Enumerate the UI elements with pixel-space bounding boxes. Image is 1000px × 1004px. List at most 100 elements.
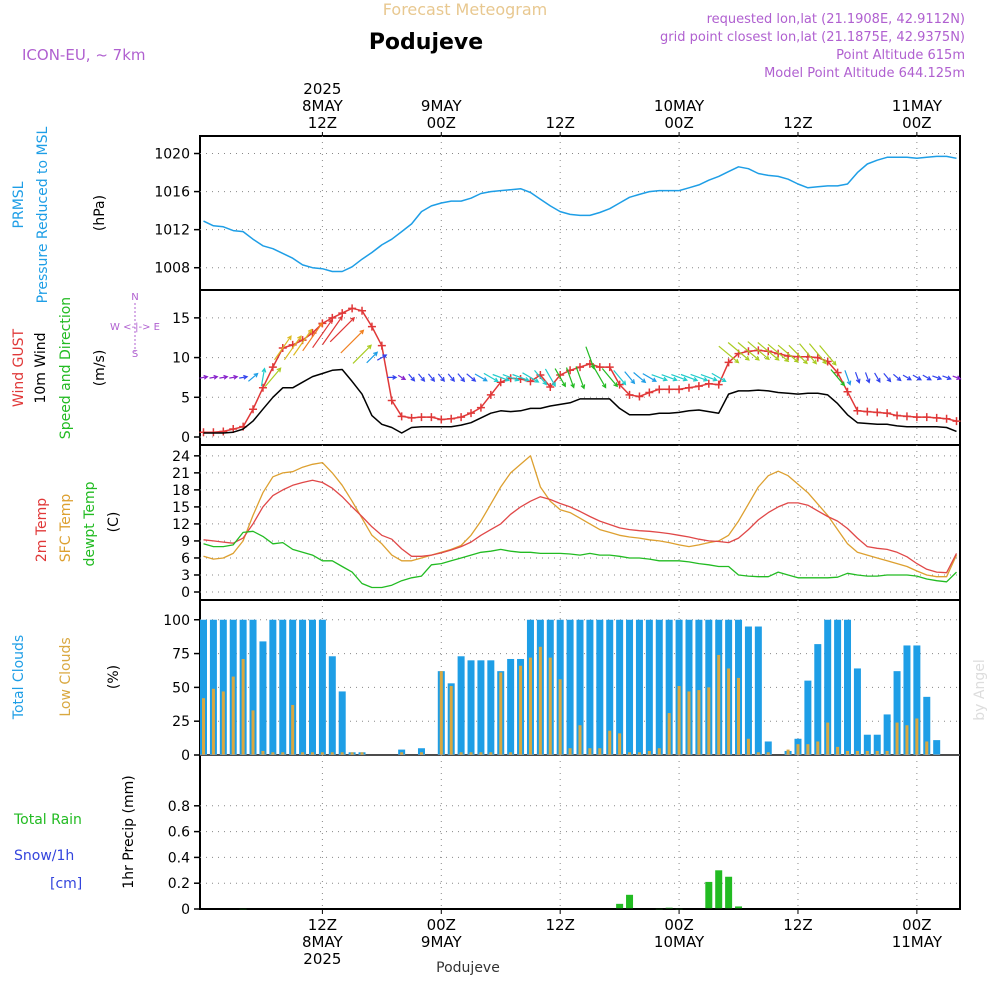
total-clouds-bar — [635, 619, 643, 755]
y-tick-label: 3 — [181, 568, 190, 584]
wind-direction-arrow — [883, 373, 892, 383]
wind-labels: Wind GUST 10m Wind Speed and Direction (… — [11, 292, 160, 439]
top-time-label: 2025 — [303, 80, 341, 98]
gust-marker — [377, 341, 386, 350]
total-clouds-bar — [477, 660, 485, 755]
gust-marker — [268, 363, 277, 372]
precip-labels: Total Rain Snow/1h [cm] 1hr Precip (mm) — [13, 775, 137, 892]
wind-gust-label: Wind GUST — [11, 328, 27, 407]
y-tick-label: 100 — [163, 613, 190, 629]
y-tick-label: 1012 — [154, 223, 190, 239]
low-clouds-bar — [340, 752, 344, 755]
wind-direction-arrow — [757, 342, 780, 361]
low-clouds-bar — [598, 748, 602, 755]
low-clouds-bar — [816, 741, 820, 755]
low-clouds-bar — [915, 718, 919, 755]
low-clouds-bar — [211, 688, 215, 755]
low-clouds-bar — [836, 746, 840, 755]
low-clouds-label: Low Clouds — [58, 637, 74, 716]
wind-direction-arrow — [651, 374, 668, 382]
low-clouds-bar — [628, 752, 632, 755]
wind-direction-arrow — [376, 354, 388, 361]
gust-marker — [457, 413, 466, 422]
gust-marker — [486, 390, 495, 399]
gust-marker — [863, 407, 872, 416]
credit-watermark: by Angel — [972, 659, 988, 720]
total-clouds-bar — [685, 619, 693, 755]
cloud-labels: Total Clouds Low Clouds (%) — [11, 635, 122, 720]
wind-direction-arrow — [544, 368, 556, 387]
point-altitude: Point Altitude 615m — [836, 48, 965, 63]
y-tick-label: 1020 — [154, 147, 190, 163]
gust-marker — [922, 413, 931, 422]
snow-label: Snow/1h — [14, 848, 74, 864]
gust-marker — [635, 392, 644, 401]
wind-direction-arrow — [633, 372, 647, 384]
wind-direction-arrow — [902, 374, 912, 381]
wind-direction-arrow — [352, 344, 372, 364]
y-tick-label: 15 — [172, 311, 190, 327]
y-tick-label: 6 — [181, 551, 190, 567]
low-clouds-bar — [608, 730, 612, 755]
gust-marker — [526, 377, 535, 386]
wind-direction-arrow — [893, 373, 902, 382]
wind-direction-arrow — [661, 374, 678, 382]
wind-direction-arrow — [565, 367, 575, 389]
gust-marker — [427, 413, 436, 422]
total-clouds-bar — [586, 619, 594, 755]
total-clouds-bar — [665, 619, 673, 755]
wind-direction-arrow — [502, 374, 520, 382]
low-clouds-bar — [846, 750, 850, 755]
rain-bar — [705, 881, 713, 909]
low-clouds-bar — [241, 658, 245, 755]
wind-direction-arrow — [219, 374, 229, 380]
low-clouds-bar — [439, 671, 443, 755]
wind-direction-arrow — [522, 372, 540, 383]
low-clouds-bar — [578, 725, 582, 755]
wind-direction-arrow — [680, 373, 699, 382]
pressure-labels: PRMSL Pressure Reduced to MSL (hPa) — [11, 126, 108, 303]
wind-direction-arrow — [642, 373, 657, 382]
wind-direction-arrow — [593, 367, 607, 389]
total-clouds-bar — [289, 619, 297, 755]
wind-speed-dir-label: Speed and Direction — [58, 297, 74, 439]
footer-location: Podujeve — [436, 960, 500, 976]
wind-direction-arrow — [711, 372, 727, 383]
gust-marker — [912, 413, 921, 422]
gust-marker — [437, 415, 446, 424]
gust-marker — [258, 383, 267, 392]
panel-frame-2 — [199, 444, 961, 601]
wind-direction-arrow — [512, 373, 530, 382]
model-altitude: Model Point Altitude 644.125m — [764, 66, 965, 81]
gust-marker — [724, 358, 733, 367]
low-clouds-bar — [528, 657, 532, 755]
wind-direction-arrow — [952, 375, 962, 380]
low-clouds-bar — [618, 733, 622, 755]
wind-direction-arrow — [737, 342, 760, 361]
low-clouds-bar — [667, 713, 671, 755]
total-clouds-bar — [893, 671, 901, 755]
total-clouds-bar — [873, 734, 881, 755]
y-tick-label: 24 — [172, 449, 190, 465]
total-clouds-bar — [744, 626, 752, 755]
wind-direction-arrow — [942, 375, 952, 381]
wind-direction-arrow — [229, 374, 239, 380]
total-clouds-bar — [507, 658, 515, 755]
gust-marker — [387, 396, 396, 405]
wind-direction-arrow — [457, 373, 466, 383]
low-clouds-bar — [737, 677, 741, 755]
low-clouds-bar — [538, 646, 542, 755]
low-clouds-bar — [806, 744, 810, 755]
wind-direction-arrow — [777, 344, 799, 363]
total-clouds-bar — [328, 656, 336, 755]
wind-direction-arrow — [209, 374, 219, 380]
gust-marker — [684, 383, 693, 392]
y-tick-label: 15 — [172, 500, 190, 516]
gust-marker — [843, 387, 852, 396]
y-tick-label: 5 — [181, 390, 190, 406]
low-clouds-bar — [489, 752, 493, 755]
gust-marker — [873, 408, 882, 417]
wind-line — [203, 368, 957, 434]
total-clouds-bar — [487, 660, 495, 755]
grid-lines — [200, 136, 960, 910]
